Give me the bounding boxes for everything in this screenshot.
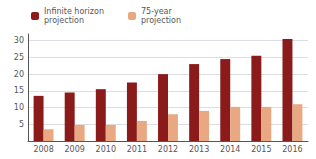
svg-text:75-year: 75-year [141,7,172,16]
svg-text:2016: 2016 [282,145,302,154]
svg-text:2013: 2013 [189,145,209,154]
svg-text:2012: 2012 [158,145,178,154]
svg-text:30: 30 [14,36,24,45]
svg-text:projection: projection [44,16,84,25]
svg-text:10: 10 [14,103,24,112]
svg-text:15: 15 [14,86,24,95]
svg-text:5: 5 [19,120,24,129]
svg-text:2014: 2014 [220,145,240,154]
svg-text:20: 20 [14,70,24,79]
svg-text:2009: 2009 [64,145,84,154]
svg-text:2011: 2011 [127,145,147,154]
svg-text:2010: 2010 [96,145,116,154]
svg-text:2015: 2015 [251,145,271,154]
svg-text:25: 25 [14,53,24,62]
svg-text:Infinite horizon: Infinite horizon [44,7,104,16]
svg-text:2008: 2008 [33,145,53,154]
svg-text:projection: projection [141,16,181,25]
